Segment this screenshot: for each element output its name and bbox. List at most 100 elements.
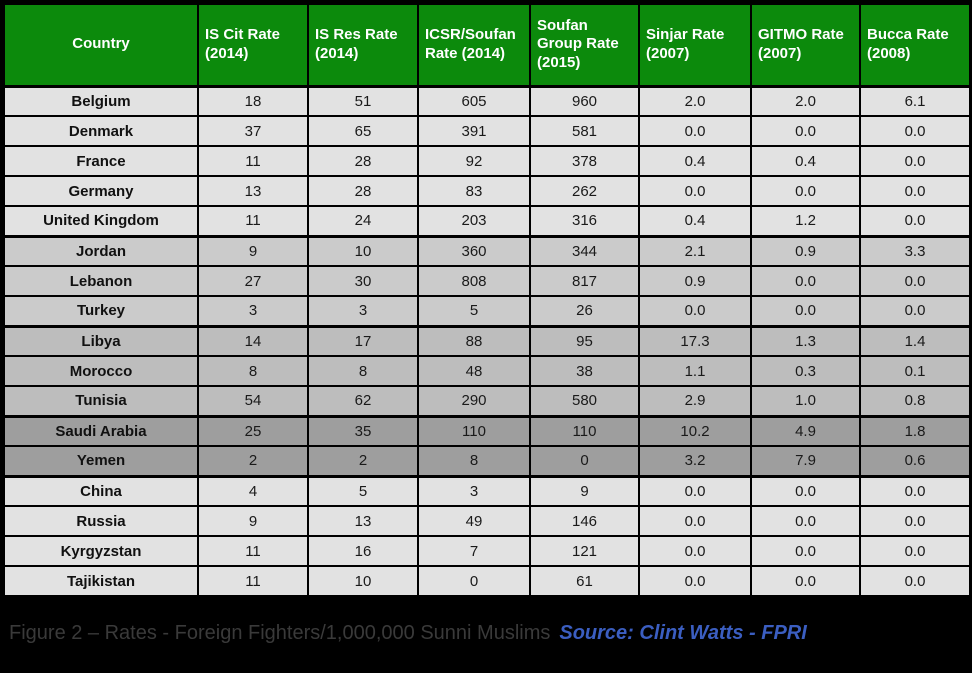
value-cell: 4.9 xyxy=(750,414,861,447)
value-cell: 2.0 xyxy=(638,85,752,117)
value-cell: 960 xyxy=(529,85,640,117)
value-cell: 0.9 xyxy=(750,234,861,267)
value-cell: 817 xyxy=(529,265,640,297)
value-cell: 121 xyxy=(529,535,640,567)
value-cell: 0 xyxy=(529,445,640,477)
value-cell: 3 xyxy=(417,474,531,507)
value-cell: 13 xyxy=(197,175,309,207)
value-cell: 0.0 xyxy=(859,505,971,537)
value-cell: 0.0 xyxy=(750,535,861,567)
value-cell: 10.2 xyxy=(638,414,752,447)
value-cell: 92 xyxy=(417,145,531,177)
value-cell: 26 xyxy=(529,295,640,327)
value-cell: 290 xyxy=(417,385,531,417)
value-cell: 24 xyxy=(307,205,419,237)
value-cell: 0.0 xyxy=(750,115,861,147)
value-cell: 3 xyxy=(197,295,309,327)
value-cell: 0.0 xyxy=(750,565,861,597)
column-header: IS Cit Rate (2014) xyxy=(197,3,309,88)
value-cell: 0.0 xyxy=(859,295,971,327)
value-cell: 391 xyxy=(417,115,531,147)
value-cell: 2 xyxy=(307,445,419,477)
value-cell: 28 xyxy=(307,145,419,177)
country-cell: Turkey xyxy=(3,295,199,327)
header-row: Country IS Cit Rate (2014) IS Res Rate (20… xyxy=(3,3,971,88)
table-row: Yemen 2 2 8 0 3.2 7.9 0.6 xyxy=(3,445,971,477)
value-cell: 808 xyxy=(417,265,531,297)
value-cell: 7.9 xyxy=(750,445,861,477)
value-cell: 1.3 xyxy=(750,324,861,357)
value-cell: 2 xyxy=(197,445,309,477)
value-cell: 0 xyxy=(417,565,531,597)
value-cell: 10 xyxy=(307,565,419,597)
source-text: Source: Clint Watts - FPRI xyxy=(559,622,807,644)
value-cell: 3.2 xyxy=(638,445,752,477)
country-cell: Belgium xyxy=(3,85,199,117)
value-cell: 62 xyxy=(307,385,419,417)
value-cell: 95 xyxy=(529,324,640,357)
column-header: IS Res Rate (2014) xyxy=(307,3,419,88)
table-row: Tajikistan 11 10 0 61 0.0 0.0 0.0 xyxy=(3,565,971,597)
value-cell: 262 xyxy=(529,175,640,207)
value-cell: 9 xyxy=(197,234,309,267)
value-cell: 11 xyxy=(197,565,309,597)
value-cell: 2.0 xyxy=(750,85,861,117)
table-body: Belgium 18 51 605 960 2.0 2.0 6.1 Denmark 37 65 391… xyxy=(3,85,971,597)
country-cell: Tajikistan xyxy=(3,565,199,597)
value-cell: 110 xyxy=(417,414,531,447)
value-cell: 8 xyxy=(197,355,309,387)
country-cell: Yemen xyxy=(3,445,199,477)
country-cell: Tunisia xyxy=(3,385,199,417)
country-cell: Russia xyxy=(3,505,199,537)
rates-table: Country IS Cit Rate (2014) IS Res Rate (20… xyxy=(3,3,971,597)
table-row: France 11 28 92 378 0.4 0.4 0.0 xyxy=(3,145,971,177)
value-cell: 0.4 xyxy=(638,205,752,237)
value-cell: 8 xyxy=(307,355,419,387)
value-cell: 0.0 xyxy=(859,205,971,237)
value-cell: 2.9 xyxy=(638,385,752,417)
value-cell: 0.0 xyxy=(859,474,971,507)
value-cell: 0.0 xyxy=(638,474,752,507)
country-cell: France xyxy=(3,145,199,177)
country-cell: Denmark xyxy=(3,115,199,147)
value-cell: 25 xyxy=(197,414,309,447)
column-header: ICSR/Soufan Rate (2014) xyxy=(417,3,531,88)
country-cell: Libya xyxy=(3,324,199,357)
table-row: Belgium 18 51 605 960 2.0 2.0 6.1 xyxy=(3,85,971,117)
value-cell: 88 xyxy=(417,324,531,357)
value-cell: 13 xyxy=(307,505,419,537)
table-row: Lebanon 27 30 808 817 0.9 0.0 0.0 xyxy=(3,265,971,297)
value-cell: 344 xyxy=(529,234,640,267)
value-cell: 11 xyxy=(197,145,309,177)
value-cell: 1.0 xyxy=(750,385,861,417)
value-cell: 0.0 xyxy=(638,175,752,207)
column-header: Country xyxy=(3,3,199,88)
country-cell: China xyxy=(3,474,199,507)
value-cell: 605 xyxy=(417,85,531,117)
column-header: Bucca Rate (2008) xyxy=(859,3,971,88)
value-cell: 580 xyxy=(529,385,640,417)
value-cell: 0.1 xyxy=(859,355,971,387)
value-cell: 0.0 xyxy=(859,535,971,567)
value-cell: 0.6 xyxy=(859,445,971,477)
country-cell: Jordan xyxy=(3,234,199,267)
value-cell: 0.4 xyxy=(750,145,861,177)
value-cell: 61 xyxy=(529,565,640,597)
table-row: Germany 13 28 83 262 0.0 0.0 0.0 xyxy=(3,175,971,207)
value-cell: 3.3 xyxy=(859,234,971,267)
table-row: China 4 5 3 9 0.0 0.0 0.0 xyxy=(3,474,971,507)
table-row: Turkey 3 3 5 26 0.0 0.0 0.0 xyxy=(3,295,971,327)
table-row: Morocco 8 8 48 38 1.1 0.3 0.1 xyxy=(3,355,971,387)
value-cell: 28 xyxy=(307,175,419,207)
country-cell: Lebanon xyxy=(3,265,199,297)
value-cell: 0.0 xyxy=(638,115,752,147)
value-cell: 1.4 xyxy=(859,324,971,357)
value-cell: 16 xyxy=(307,535,419,567)
table-row: Tunisia 54 62 290 580 2.9 1.0 0.8 xyxy=(3,385,971,417)
value-cell: 0.0 xyxy=(750,265,861,297)
value-cell: 10 xyxy=(307,234,419,267)
value-cell: 360 xyxy=(417,234,531,267)
value-cell: 65 xyxy=(307,115,419,147)
value-cell: 1.8 xyxy=(859,414,971,447)
